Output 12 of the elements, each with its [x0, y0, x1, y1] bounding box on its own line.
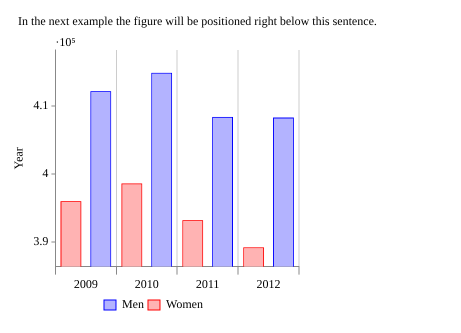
y-tick-label: 3.9 [33, 234, 48, 248]
text: ·10⁵ [55, 35, 76, 50]
x-tick-label: 2011 [196, 276, 220, 291]
y-tick-label: 4 [42, 166, 48, 180]
x-tick-label: 2010 [134, 276, 159, 291]
x-tick-label: 2012 [256, 276, 281, 291]
legend-label: Men [122, 297, 144, 312]
text: In the next example the figure will be positioned right below this sentence. [18, 14, 377, 28]
legend-label: Women [166, 297, 204, 312]
y-axis-title: Year [11, 147, 26, 170]
y-tick-label: 4.1 [33, 98, 48, 112]
x-tick-label: 2009 [74, 276, 98, 291]
